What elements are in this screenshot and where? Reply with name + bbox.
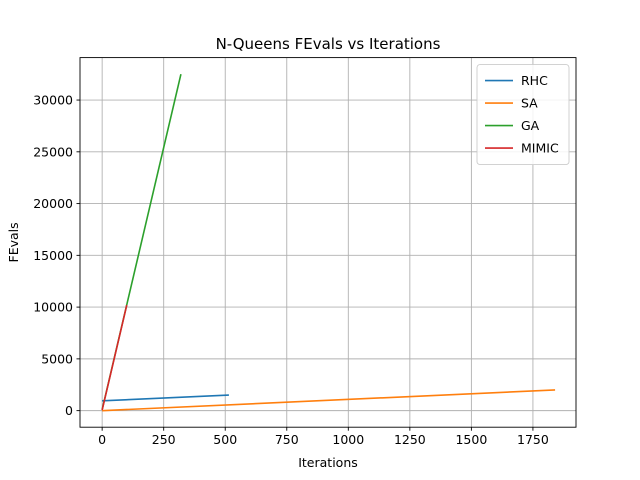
x-tick-label: 1750	[517, 432, 549, 447]
series-line-mimic	[101, 304, 128, 411]
y-tick-label: 15000	[33, 248, 73, 263]
series-line-rhc	[102, 394, 229, 402]
x-tick-label: 750	[275, 432, 299, 447]
x-tick-label: 500	[213, 432, 237, 447]
y-tick-label: 10000	[33, 300, 73, 315]
x-axis-label: Iterations	[298, 455, 358, 470]
legend: RHC SA GA MIMIC	[476, 64, 570, 166]
x-tick-label: 1250	[394, 432, 426, 447]
axis-ticks: 0 250 500 750 1000 1250 1500 1750 0 5000 10000 1500…	[33, 93, 549, 448]
y-axis-label: FEvals	[6, 222, 21, 262]
x-tick-label: 1500	[455, 432, 487, 447]
legend-label-sa: SA	[521, 96, 538, 111]
plot-lines	[101, 73, 556, 412]
series-line-sa	[102, 389, 556, 412]
y-tick-label: 20000	[33, 196, 73, 211]
legend-label-rhc: RHC	[521, 73, 548, 88]
y-tick-label: 30000	[33, 93, 73, 108]
x-tick-label: 0	[98, 432, 106, 447]
chart-title: N-Queens FEvals vs Iterations	[216, 35, 441, 53]
x-tick-label: 1000	[332, 432, 364, 447]
y-tick-label: 25000	[33, 144, 73, 159]
plot-frame	[79, 57, 577, 428]
legend-label-ga: GA	[521, 118, 540, 133]
y-tick-label: 0	[65, 403, 73, 418]
x-tick-label: 250	[152, 432, 176, 447]
legend-label-mimic: MIMIC	[521, 141, 559, 156]
y-tick-label: 5000	[41, 351, 73, 366]
legend-box	[476, 64, 570, 166]
